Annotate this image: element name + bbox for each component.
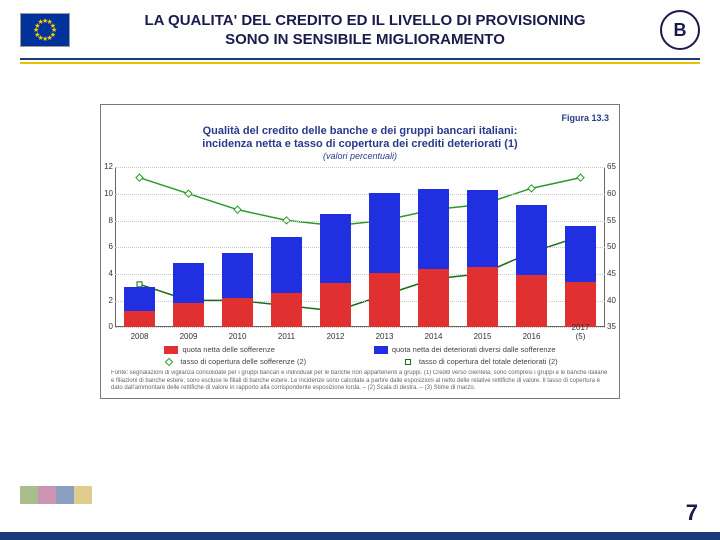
bar-blue	[173, 263, 203, 303]
title-line-2: SONO IN SENSIBILE MIGLIORAMENTO	[225, 31, 505, 48]
y-right-tick: 40	[607, 296, 621, 305]
x-tick-label: 2012	[327, 332, 345, 341]
slide-header: ★★★★★★★★★★★★ LA QUALITA' DEL CREDITO ED …	[0, 0, 720, 50]
legend-item: tasso di copertura delle sofferenze (2)	[162, 357, 306, 366]
y-left-tick: 2	[101, 296, 113, 305]
bar-red	[418, 269, 448, 328]
header-rule-secondary	[20, 62, 700, 64]
bar-red	[516, 275, 546, 327]
bar-blue	[320, 214, 350, 283]
x-tick-label: 2010	[229, 332, 247, 341]
x-tick-label: 2013	[376, 332, 394, 341]
y-right-tick: 55	[607, 216, 621, 225]
eu-flag-icon: ★★★★★★★★★★★★	[20, 13, 70, 47]
bar-red	[565, 282, 595, 327]
y-left-tick: 4	[101, 269, 113, 278]
bar-red	[222, 298, 252, 327]
bar-blue	[516, 205, 546, 276]
deco-square-icon	[20, 486, 38, 504]
y-right-tick: 60	[607, 189, 621, 198]
bar-blue	[369, 193, 399, 273]
chart-footnote: Fonte: segnalazioni di vigilanza consoli…	[111, 370, 611, 392]
y-left-tick: 12	[101, 162, 113, 171]
bar-red	[173, 303, 203, 327]
bar-blue	[418, 189, 448, 269]
bar-blue	[222, 253, 252, 298]
bar-red	[271, 293, 301, 328]
bar-blue	[467, 190, 497, 267]
header-rule-primary	[20, 58, 700, 60]
bar-blue	[565, 226, 595, 282]
y-right-tick: 50	[607, 242, 621, 251]
chart-legend: quota netta delle sofferenze quota netta …	[115, 345, 605, 366]
x-tick-label: 2008	[131, 332, 149, 341]
deco-square-icon	[38, 486, 56, 504]
y-right-tick: 65	[607, 162, 621, 171]
decorative-squares	[20, 486, 92, 504]
x-tick-label: 2009	[180, 332, 198, 341]
title-line-1: LA QUALITA' DEL CREDITO ED IL LIVELLO DI…	[144, 12, 585, 29]
legend-item: quota netta delle sofferenze	[164, 345, 274, 354]
page-number: 7	[686, 500, 698, 526]
y-right-tick: 35	[607, 322, 621, 331]
y-left-tick: 0	[101, 322, 113, 331]
brand-logo-icon: B	[660, 10, 700, 50]
figure-label: Figura 13.3	[111, 113, 609, 123]
bar-red	[320, 283, 350, 327]
bar-red	[124, 311, 154, 327]
chart-subtitle: (valori percentuali)	[111, 151, 609, 161]
x-tick-label: 2011	[278, 332, 295, 341]
bottom-bar	[0, 532, 720, 540]
y-left-tick: 6	[101, 242, 113, 251]
slide-title: LA QUALITA' DEL CREDITO ED IL LIVELLO DI…	[85, 11, 645, 50]
legend-item: tasso di copertura del totale deteriorat…	[401, 357, 558, 366]
bar-red	[369, 273, 399, 328]
bar-blue	[271, 237, 301, 293]
x-tick-label: 2016	[523, 332, 541, 341]
chart-plot-area: 0246810123540455055606520082009201020112…	[115, 167, 605, 327]
x-tick-label: 2017 (5)	[568, 323, 593, 341]
legend-item: quota netta dei deteriorati diversi dall…	[374, 345, 556, 354]
x-tick-label: 2014	[425, 332, 443, 341]
y-right-tick: 45	[607, 269, 621, 278]
bar-blue	[124, 287, 154, 311]
x-tick-label: 2015	[474, 332, 492, 341]
y-left-tick: 8	[101, 216, 113, 225]
chart-title: Qualità del credito delle banche e dei g…	[111, 125, 609, 151]
deco-square-icon	[74, 486, 92, 504]
deco-square-icon	[56, 486, 74, 504]
chart-container: Figura 13.3 Qualità del credito delle ba…	[100, 104, 620, 399]
y-left-tick: 10	[101, 189, 113, 198]
bar-red	[467, 267, 497, 327]
